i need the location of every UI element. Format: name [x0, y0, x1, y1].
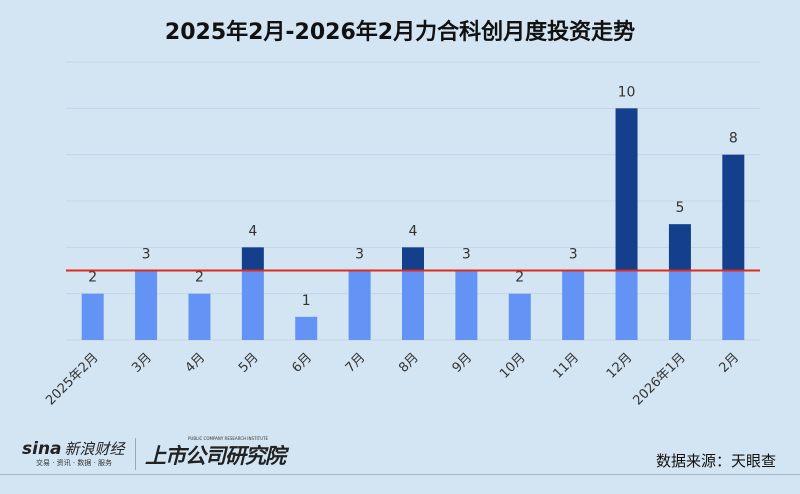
x-tick-label: 2025年2月: [43, 350, 101, 408]
x-tick-label: 3月: [129, 350, 155, 376]
x-tick-label: 11月: [550, 350, 581, 381]
data-label: 3: [462, 247, 471, 263]
data-label: 10: [618, 84, 636, 100]
data-source: 数据来源：天眼查: [655, 452, 776, 470]
bar: [508, 293, 531, 340]
x-tick-label: 2026年1月: [631, 350, 689, 408]
bar: [668, 270, 691, 340]
bar: [241, 270, 264, 340]
bar-above-line: [402, 247, 424, 271]
bar: [135, 270, 158, 340]
sina-name: 新浪财经: [64, 440, 125, 458]
x-tick-label: 7月: [343, 350, 369, 376]
bar: [188, 293, 211, 340]
bar-chart: 2 2025年2月 3 3月 2 4月 4 5月 1 6月 3 7月 4 8月 3 9月 2 10月 3 11月 10 1…: [43, 61, 760, 408]
x-tick-label: 6月: [289, 350, 315, 376]
data-label: 2: [195, 270, 204, 286]
institute-logo: 上市公司研究院: [145, 444, 286, 468]
bar: [402, 270, 424, 340]
sina-tagline: 交易 · 资讯 · 数据 · 服务: [36, 459, 113, 467]
bar: [81, 293, 104, 340]
data-label: 4: [409, 223, 418, 239]
x-tick-label: 8月: [396, 350, 422, 376]
data-label: 5: [675, 200, 684, 216]
footer-divider: [0, 474, 800, 475]
bar: [615, 270, 638, 340]
data-label: 1: [302, 293, 311, 309]
x-tick-label: 12月: [604, 350, 635, 381]
data-label: 2: [515, 270, 524, 286]
data-label: 3: [569, 247, 578, 263]
x-tick-label: 10月: [497, 350, 528, 381]
data-label: 3: [355, 247, 364, 263]
bar: [295, 316, 318, 340]
bar: [455, 270, 478, 340]
logo-separator: [135, 438, 136, 470]
x-tick-label: 5月: [236, 350, 262, 376]
data-label: 4: [248, 223, 257, 239]
chart-title: 2025年2月-2026年2月力合科创月度投资走势: [164, 20, 636, 45]
bar-above-line: [722, 154, 745, 271]
data-label: 2: [88, 270, 97, 286]
bar: [562, 270, 585, 340]
x-tick-label: 2月: [716, 350, 742, 376]
bar: [348, 270, 371, 340]
institute-english: PUBLIC COMPANY RESEARCH INSTITUTE: [188, 436, 268, 441]
bar-above-line: [668, 224, 691, 271]
bar-above-line: [615, 108, 638, 271]
data-label: 3: [142, 247, 151, 263]
x-tick-label: 9月: [450, 350, 476, 376]
bar-above-line: [241, 247, 264, 271]
x-tick-label: 4月: [183, 350, 209, 376]
sina-finance-logo: sina 新浪财经: [22, 438, 125, 459]
sina-logo: sina: [22, 438, 62, 459]
bar: [722, 270, 745, 340]
data-label: 8: [729, 131, 738, 147]
